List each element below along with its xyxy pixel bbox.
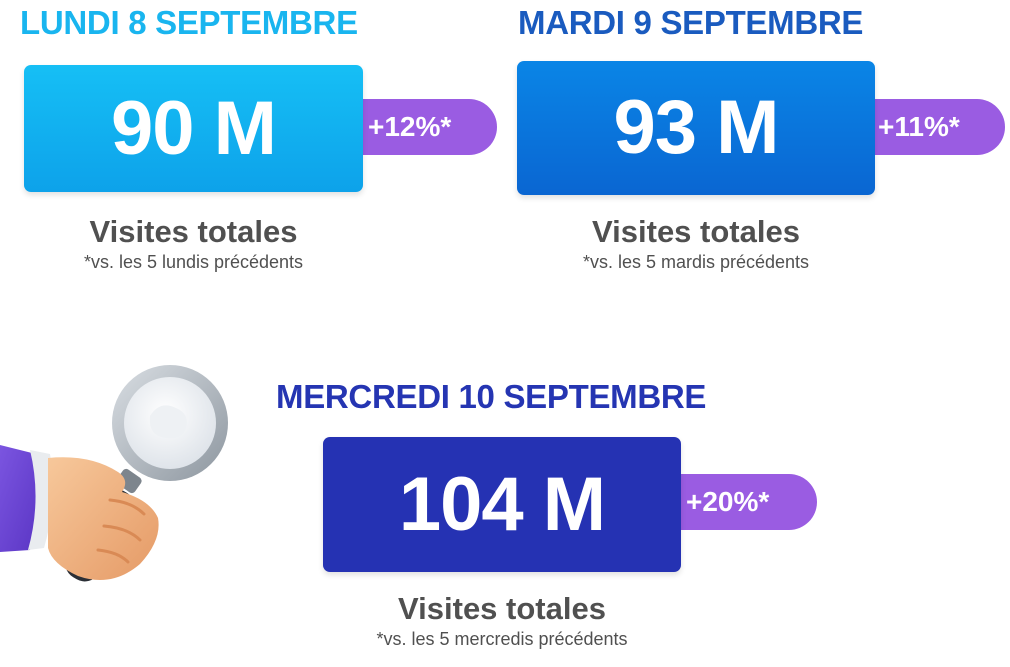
tuesday-title: MARDI 9 SEPTEMBRE: [518, 4, 864, 41]
monday-visits-value: 90 M: [111, 85, 277, 171]
tuesday-visits-box: 93 M: [517, 61, 875, 195]
tuesday-caption: Visites totales *vs. les 5 mardis précéd…: [517, 216, 875, 271]
wednesday-change-text: +20%*: [686, 486, 770, 517]
monday-caption-note: *vs. les 5 lundis précédents: [83, 252, 304, 272]
wednesday-visits-box: 104 M: [323, 437, 681, 572]
tuesday-change-badge: +11%*: [860, 99, 1005, 155]
tuesday-caption-label: Visites totales: [592, 214, 800, 249]
wednesday-caption-label: Visites totales: [398, 591, 606, 626]
monday-title: LUNDI 8 SEPTEMBRE: [20, 4, 358, 41]
monday-change-badge: +12%*: [350, 99, 497, 155]
wednesday-title: MERCREDI 10 SEPTEMBRE: [276, 378, 707, 415]
monday-caption: Visites totales *vs. les 5 lundis précéd…: [24, 216, 363, 271]
monday-change-text: +12%*: [368, 111, 452, 142]
wednesday-visits-value: 104 M: [398, 461, 606, 547]
wednesday-caption-note: *vs. les 5 mercredis précédents: [376, 629, 628, 649]
wednesday-change-badge: +20%*: [668, 474, 817, 530]
tuesday-change-text: +11%*: [878, 111, 960, 142]
wednesday-caption: Visites totales *vs. les 5 mercredis pré…: [313, 593, 691, 648]
tuesday-caption-note: *vs. les 5 mardis précédents: [582, 252, 810, 272]
hand-holding-magnifying-glass-icon: [0, 365, 228, 582]
tuesday-visits-value: 93 M: [613, 85, 780, 170]
monday-visits-box: 90 M: [24, 65, 363, 192]
monday-caption-label: Visites totales: [89, 214, 298, 249]
